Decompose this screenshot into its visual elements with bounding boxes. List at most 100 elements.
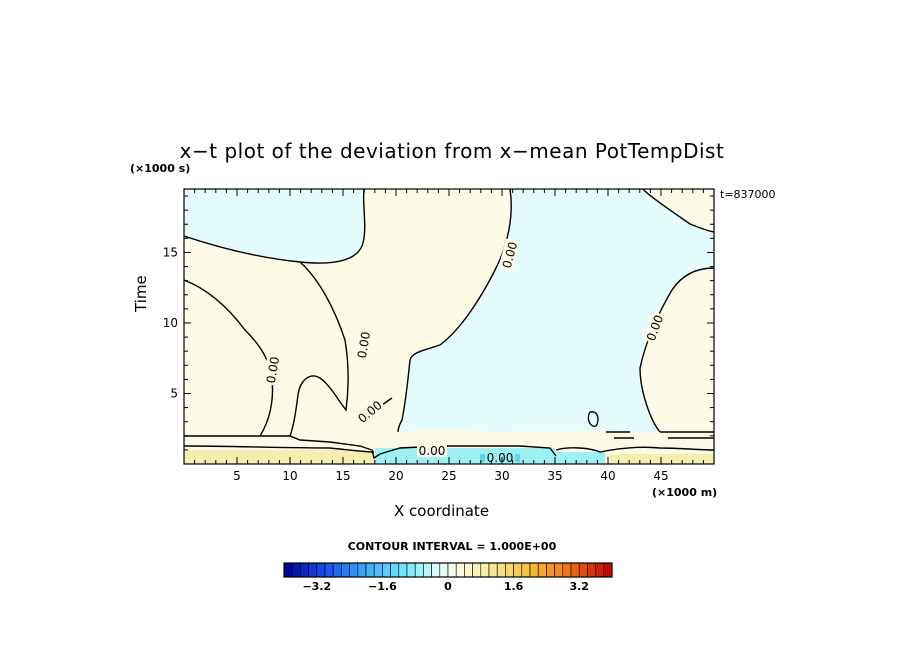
contour-line xyxy=(184,279,274,437)
colorbar-cell xyxy=(595,562,605,578)
colorbar-cell xyxy=(578,562,588,578)
colorbar xyxy=(283,562,613,578)
colorbar-cell xyxy=(603,562,613,578)
contour-label-group: 0.00 xyxy=(417,443,447,458)
colorbar-tick-label: 1.6 xyxy=(503,580,524,593)
colorbar-cell xyxy=(521,562,531,578)
contour-label: 0.00 xyxy=(264,356,282,385)
colorbar-frame xyxy=(283,562,613,578)
positive-region xyxy=(184,280,273,436)
colorbar-cell xyxy=(300,562,309,578)
colorbar-cell xyxy=(562,562,572,578)
contour-lines xyxy=(184,189,714,460)
colorbar-cell xyxy=(472,562,482,578)
y-tick-label: 5 xyxy=(170,386,178,400)
x-tick-label: 40 xyxy=(600,469,615,483)
contour-line xyxy=(642,189,714,233)
colorbar-cell xyxy=(414,562,424,578)
contour-label-bg xyxy=(417,443,447,457)
colorbar-cell xyxy=(554,562,564,578)
positive-band xyxy=(184,450,374,464)
x-tick-label: 20 xyxy=(388,469,403,483)
contour-label-bg xyxy=(485,450,515,464)
x-axis-unit: (×1000 m) xyxy=(652,486,718,499)
x-tick-label: 35 xyxy=(547,469,562,483)
contour-line xyxy=(606,431,714,439)
colorbar-cell xyxy=(373,562,383,578)
contour-line xyxy=(184,435,557,460)
contour-label-bg xyxy=(498,238,520,272)
negative-band xyxy=(555,452,605,464)
x-tick-label: 30 xyxy=(494,469,509,483)
colorbar-cell xyxy=(587,562,596,578)
colorbar-cell xyxy=(316,562,326,578)
contour-label-group: 0.00 xyxy=(262,353,282,386)
x-axis-label: X coordinate xyxy=(394,502,490,520)
colorbar-cell xyxy=(546,562,555,578)
contour-label-group: 0.00 xyxy=(498,238,520,272)
colorbar-cell xyxy=(464,562,473,578)
y-axis-label: Time xyxy=(132,275,150,312)
colorbar-tick-label: −1.6 xyxy=(368,580,397,593)
colorbar-cell xyxy=(455,562,465,578)
contour-fill-layer xyxy=(184,189,714,464)
colorbar-cell xyxy=(390,562,400,578)
contour-interval-label: CONTOUR INTERVAL = 1.000E+00 xyxy=(347,540,557,553)
contour-line xyxy=(555,446,714,453)
x-tick-label: 15 xyxy=(335,469,350,483)
colorbar-cell xyxy=(332,562,342,578)
colorbar-tick-label: −3.2 xyxy=(302,580,332,593)
x-tick-label: 10 xyxy=(282,469,297,483)
colorbar-tick-label: 0 xyxy=(444,580,452,593)
contour-line xyxy=(587,411,599,427)
contour-label: 0.00 xyxy=(419,444,446,458)
time-tag: t=837000 xyxy=(720,188,776,201)
colorbar-cell xyxy=(406,562,416,578)
colorbar-tick-label: 3.2 xyxy=(569,580,589,593)
contour-line xyxy=(184,189,366,264)
colorbar-cell xyxy=(488,562,498,578)
colorbar-cell xyxy=(505,562,514,578)
colorbar-cell xyxy=(308,562,318,578)
contour-label: 0.00 xyxy=(487,451,514,465)
y-axis: 5 10 15 xyxy=(163,195,714,451)
y-tick-label: 15 xyxy=(163,245,178,259)
y-axis-unit: (×1000 s) xyxy=(130,162,191,175)
contour-line xyxy=(289,261,349,437)
contour-label-bg xyxy=(642,311,666,345)
y-tick-label: 10 xyxy=(163,316,178,330)
colorbar-cell xyxy=(439,562,449,578)
contour-label-group: 0.00 xyxy=(485,450,515,465)
colorbar-cell xyxy=(341,562,350,578)
colorbar-cell xyxy=(529,562,539,578)
positive-band xyxy=(610,454,714,464)
colorbar-cell xyxy=(513,562,523,578)
colorbar-cell xyxy=(357,562,367,578)
contour-label-group: 0.00 xyxy=(353,328,373,361)
contour-label-bg xyxy=(353,396,386,427)
colorbar-cell xyxy=(480,562,490,578)
chart-title: x−t plot of the deviation from x−mean Po… xyxy=(179,139,725,163)
positive-region xyxy=(184,189,714,464)
contour-label-bg xyxy=(262,353,282,386)
colorbar-cell xyxy=(291,562,301,578)
colorbar-cell xyxy=(324,562,334,578)
colorbar-cell xyxy=(496,562,506,578)
contour-label: 0.00 xyxy=(500,240,520,269)
x-tick-label: 45 xyxy=(653,469,668,483)
colorbar-cell xyxy=(398,562,408,578)
colorbar-cell xyxy=(431,562,441,578)
colorbar-cell xyxy=(570,562,580,578)
x-axis: 5 10 15 20 25 30 35 40 45 xyxy=(194,189,704,483)
negative-band xyxy=(375,448,555,464)
colorbar-cell xyxy=(365,562,375,578)
contour-line xyxy=(184,445,375,453)
colorbar-cell xyxy=(537,562,547,578)
contour-label-bg xyxy=(353,328,373,361)
x-tick-label: 5 xyxy=(233,469,241,483)
colorbar-cell xyxy=(283,562,293,578)
colorbar-cell xyxy=(423,562,432,578)
colorbar-cell xyxy=(382,562,391,578)
colorbar-cell xyxy=(349,562,359,578)
